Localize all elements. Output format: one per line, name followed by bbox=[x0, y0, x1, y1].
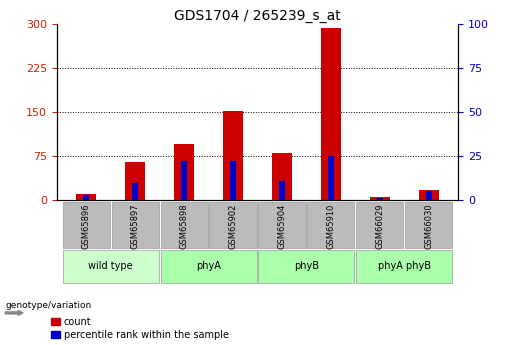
Bar bbox=[112, 202, 159, 248]
Bar bbox=[210, 202, 256, 248]
Text: GSM65897: GSM65897 bbox=[130, 204, 140, 249]
Text: genotype/variation: genotype/variation bbox=[5, 301, 91, 310]
Bar bbox=[132, 183, 138, 200]
Bar bbox=[426, 191, 432, 200]
Bar bbox=[230, 161, 236, 200]
Bar bbox=[328, 156, 334, 200]
Text: phyA phyB: phyA phyB bbox=[378, 262, 431, 271]
Text: GSM65896: GSM65896 bbox=[81, 204, 91, 249]
Bar bbox=[76, 194, 96, 200]
Bar bbox=[161, 250, 256, 283]
Bar bbox=[259, 202, 305, 248]
Bar bbox=[181, 161, 187, 200]
Bar bbox=[356, 202, 403, 248]
Bar bbox=[62, 250, 159, 283]
Bar bbox=[83, 195, 89, 200]
Bar bbox=[62, 202, 110, 248]
Text: GSM65910: GSM65910 bbox=[327, 204, 335, 249]
Bar bbox=[307, 202, 354, 248]
Legend: count, percentile rank within the sample: count, percentile rank within the sample bbox=[51, 317, 229, 340]
Title: GDS1704 / 265239_s_at: GDS1704 / 265239_s_at bbox=[174, 9, 341, 23]
Bar bbox=[174, 144, 194, 200]
Bar bbox=[370, 197, 390, 200]
Text: GSM65904: GSM65904 bbox=[278, 204, 286, 249]
Text: GSM66030: GSM66030 bbox=[424, 204, 434, 249]
Bar bbox=[223, 111, 243, 200]
Text: GSM65898: GSM65898 bbox=[180, 204, 188, 249]
Bar bbox=[419, 189, 439, 200]
Bar bbox=[161, 202, 208, 248]
Bar bbox=[356, 250, 453, 283]
Bar bbox=[279, 181, 285, 200]
Bar bbox=[259, 250, 354, 283]
Bar bbox=[377, 198, 383, 200]
Text: wild type: wild type bbox=[88, 262, 133, 271]
Bar bbox=[405, 202, 453, 248]
Bar bbox=[125, 162, 145, 200]
Text: GSM65902: GSM65902 bbox=[229, 204, 237, 249]
Text: phyB: phyB bbox=[294, 262, 319, 271]
Bar bbox=[321, 28, 341, 200]
Text: GSM66029: GSM66029 bbox=[375, 204, 385, 249]
Text: phyA: phyA bbox=[196, 262, 221, 271]
Bar bbox=[272, 153, 292, 200]
